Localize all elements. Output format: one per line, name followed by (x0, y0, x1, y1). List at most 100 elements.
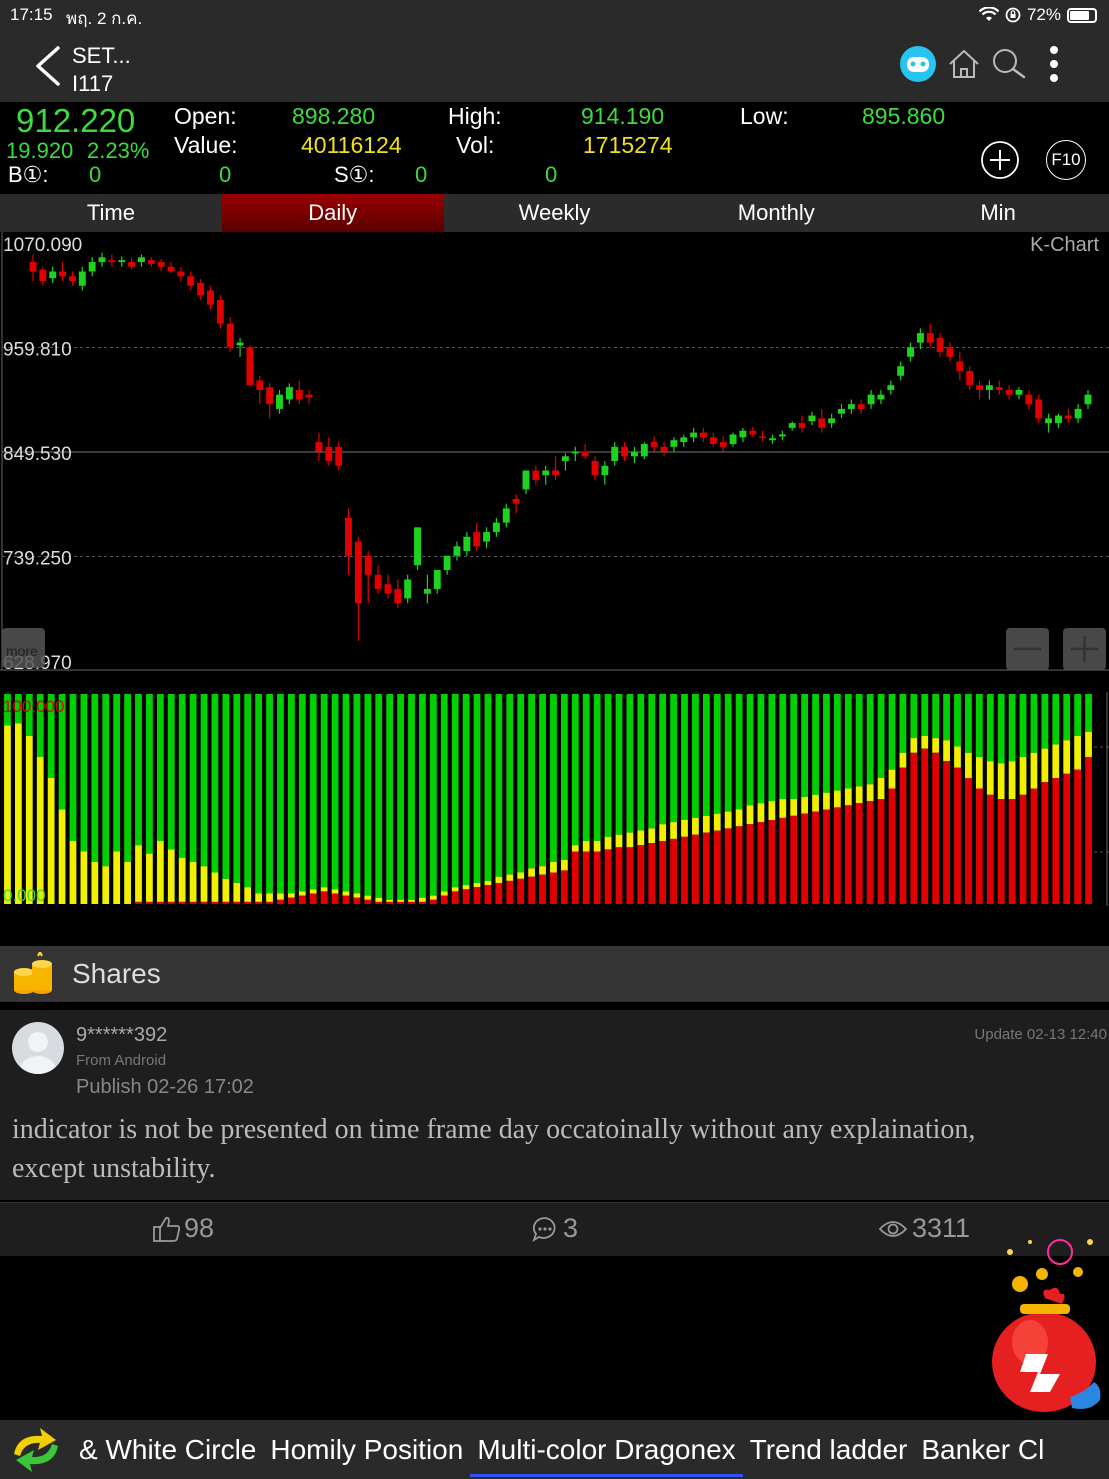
tab-multi-color-dragonex[interactable]: Multi-color Dragonex (470, 1420, 743, 1479)
candle (838, 404, 845, 419)
coins-icon (14, 952, 52, 994)
tab-homily-position[interactable]: Homily Position (270, 1434, 464, 1465)
indicator-bar (309, 694, 317, 904)
candle (1005, 385, 1013, 400)
wifi-icon (978, 7, 999, 21)
indicator-bar (932, 694, 940, 904)
indicator-bar (473, 694, 481, 904)
candle (818, 408, 826, 433)
bid1-label: B①: (8, 162, 49, 187)
multi-color-indicator-chart[interactable]: 100.000 0.000 (0, 692, 1109, 906)
indicator-bar (14, 694, 22, 904)
candle (108, 254, 116, 267)
high-value: 914.190 (581, 103, 665, 129)
rotation-lock-icon (1005, 7, 1021, 23)
indicator-bar (156, 694, 164, 904)
indicator-bar (135, 694, 142, 904)
candle (78, 266, 86, 291)
home-icon[interactable] (944, 44, 984, 84)
candle (591, 456, 599, 480)
candle (118, 256, 126, 267)
shares-title: Shares (72, 958, 161, 989)
quote-header: 912.220 19.920 2.23% Open: 898.280 High:… (0, 102, 1109, 194)
candle (197, 279, 205, 300)
robot-assistant-icon[interactable] (898, 44, 938, 84)
candle (345, 508, 352, 575)
indicator-bar (681, 694, 688, 904)
candle (887, 380, 895, 395)
candle (226, 316, 234, 353)
candle (798, 415, 806, 433)
zoom-out-button[interactable] (1006, 628, 1049, 670)
candle (581, 443, 589, 460)
open-label: Open: (174, 103, 237, 129)
candle (315, 432, 323, 462)
candle (177, 266, 185, 281)
f10-button[interactable]: F10 (1046, 140, 1086, 180)
indicator-bar (550, 694, 557, 904)
more-button[interactable]: more (2, 628, 45, 668)
tab-weekly[interactable]: Weekly (518, 200, 591, 225)
tab-monthly[interactable]: Monthly (737, 200, 815, 225)
back-icon[interactable] (30, 44, 66, 88)
candle (867, 389, 875, 409)
k-y-tick-label: 1070.090 (3, 235, 82, 256)
bid1-price: 0 (89, 162, 102, 187)
tab-white-circle[interactable]: & White Circle (79, 1434, 257, 1465)
candle (788, 421, 796, 431)
indicator-bar (36, 694, 44, 904)
indicator-bar (233, 694, 241, 904)
indicator-bar (189, 694, 197, 904)
indicator-bar (4, 694, 11, 904)
candle (956, 352, 964, 381)
indicator-bar (757, 694, 765, 904)
candle (147, 257, 155, 267)
thumbs-up-icon (153, 1216, 181, 1242)
indicator-bar (539, 694, 546, 904)
post-username[interactable]: 9******392 (76, 1024, 168, 1046)
indicator-bar (877, 694, 885, 904)
tab-trend-ladder[interactable]: Trend ladder (749, 1434, 908, 1465)
indicator-bar (702, 694, 710, 904)
candle (877, 389, 885, 405)
candle (847, 399, 855, 414)
tab-banker[interactable]: Banker Cl (921, 1434, 1045, 1465)
candle (98, 252, 106, 267)
candle (138, 254, 145, 267)
candle (926, 323, 934, 348)
candle (128, 257, 136, 270)
indicator-bar (823, 694, 830, 904)
avatar[interactable] (12, 1022, 64, 1074)
tab-min[interactable]: Min (980, 200, 1016, 225)
candle (808, 411, 816, 426)
comment-button[interactable]: 3 (531, 1213, 578, 1244)
like-button[interactable]: 98 (152, 1213, 214, 1244)
candle (690, 427, 698, 443)
indicator-bar (25, 694, 33, 904)
indicator-bar (899, 694, 907, 904)
candle (1064, 408, 1072, 424)
candle (936, 333, 944, 357)
search-icon[interactable] (988, 44, 1028, 84)
candle (483, 527, 491, 549)
candle (650, 436, 658, 452)
zoom-in-button[interactable] (1063, 628, 1106, 670)
candle (394, 579, 402, 608)
refresh-arrows-icon[interactable] (8, 1426, 64, 1474)
more-vertical-icon[interactable] (1034, 44, 1074, 84)
post-card[interactable]: 9******392 From Android Publish 02-26 17… (0, 1010, 1109, 1200)
indicator-bar (648, 694, 656, 904)
tab-time[interactable]: Time (86, 200, 135, 225)
candle (463, 532, 471, 556)
lucky-bag-icon[interactable] (990, 1222, 1109, 1418)
tab-daily[interactable]: Daily (221, 194, 444, 232)
candle (1074, 404, 1082, 424)
low-label: Low: (740, 103, 789, 129)
add-watchlist-icon[interactable] (980, 140, 1020, 180)
indicator-bar (255, 694, 263, 904)
indicator-bar (244, 694, 252, 904)
indicator-bar (451, 694, 459, 904)
price-change: 19.920 (6, 138, 74, 163)
indicator-bar (47, 694, 55, 904)
